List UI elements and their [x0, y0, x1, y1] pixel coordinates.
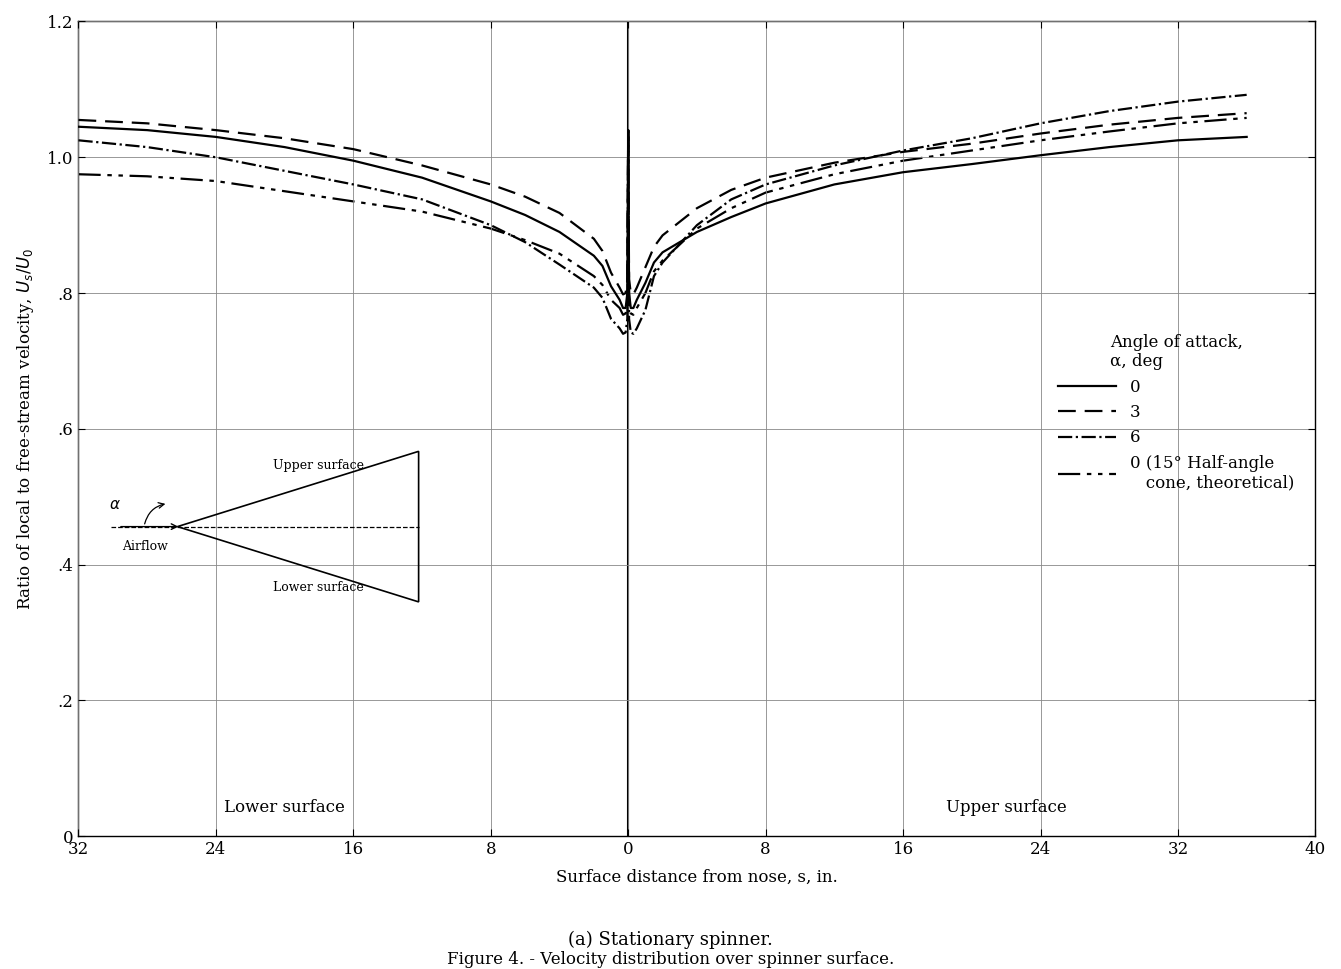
Text: Lower surface: Lower surface [224, 798, 345, 816]
Text: Figure 4. - Velocity distribution over spinner surface.: Figure 4. - Velocity distribution over s… [447, 952, 894, 968]
X-axis label: Surface distance from nose, s, in.: Surface distance from nose, s, in. [557, 869, 838, 887]
Legend: 0, 3, 6, 0 (15° Half-angle
   cone, theoretical): 0, 3, 6, 0 (15° Half-angle cone, theoret… [1051, 328, 1301, 498]
Y-axis label: Ratio of local to free-stream velocity, $U_s/U_0$: Ratio of local to free-stream velocity, … [15, 247, 36, 610]
Text: Upper surface: Upper surface [945, 798, 1066, 816]
Text: (a) Stationary spinner.: (a) Stationary spinner. [569, 930, 772, 949]
